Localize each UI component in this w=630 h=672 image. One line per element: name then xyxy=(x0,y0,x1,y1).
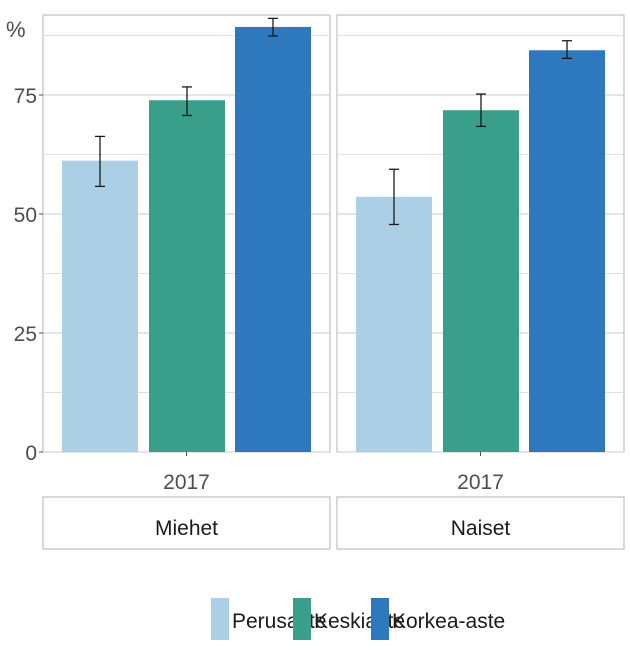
panel-miehet: 2017 Miehet xyxy=(42,14,331,550)
legend-label: Perusaste xyxy=(232,610,327,633)
legend-swatch xyxy=(371,598,389,640)
legend-label: Korkea-aste xyxy=(392,610,505,633)
y-tick-label: 75 xyxy=(14,85,37,108)
panel-naiset: 2017 Naiset xyxy=(336,14,625,550)
legend-swatch xyxy=(211,598,229,640)
y-axis-label: % xyxy=(6,17,26,42)
y-axis: 0 25 50 75 xyxy=(14,85,43,465)
chart-panels: 2017 Miehet 2017 Naiset 0 25 50 75 xyxy=(14,14,625,550)
facet-strip-label: Naiset xyxy=(451,517,511,540)
bar-korkea-aste xyxy=(235,26,311,452)
x-tick-label: 2017 xyxy=(163,471,210,494)
legend-item-korkea-aste: Korkea-aste xyxy=(371,598,505,640)
bar-perusaste xyxy=(356,196,432,452)
bar-keskiaste xyxy=(149,100,225,453)
facet-strip xyxy=(42,496,331,550)
x-tick-label: 2017 xyxy=(457,471,504,494)
bar-keskiaste xyxy=(443,110,519,453)
bar-perusaste xyxy=(62,160,138,453)
facet-strip xyxy=(336,496,625,550)
y-tick-label: 0 xyxy=(25,442,37,465)
bar-korkea-aste xyxy=(529,50,605,452)
y-tick-label: 50 xyxy=(14,204,37,227)
legend-swatch xyxy=(293,598,311,640)
facet-strip-label: Miehet xyxy=(155,517,218,540)
y-tick-label: 25 xyxy=(14,323,37,346)
